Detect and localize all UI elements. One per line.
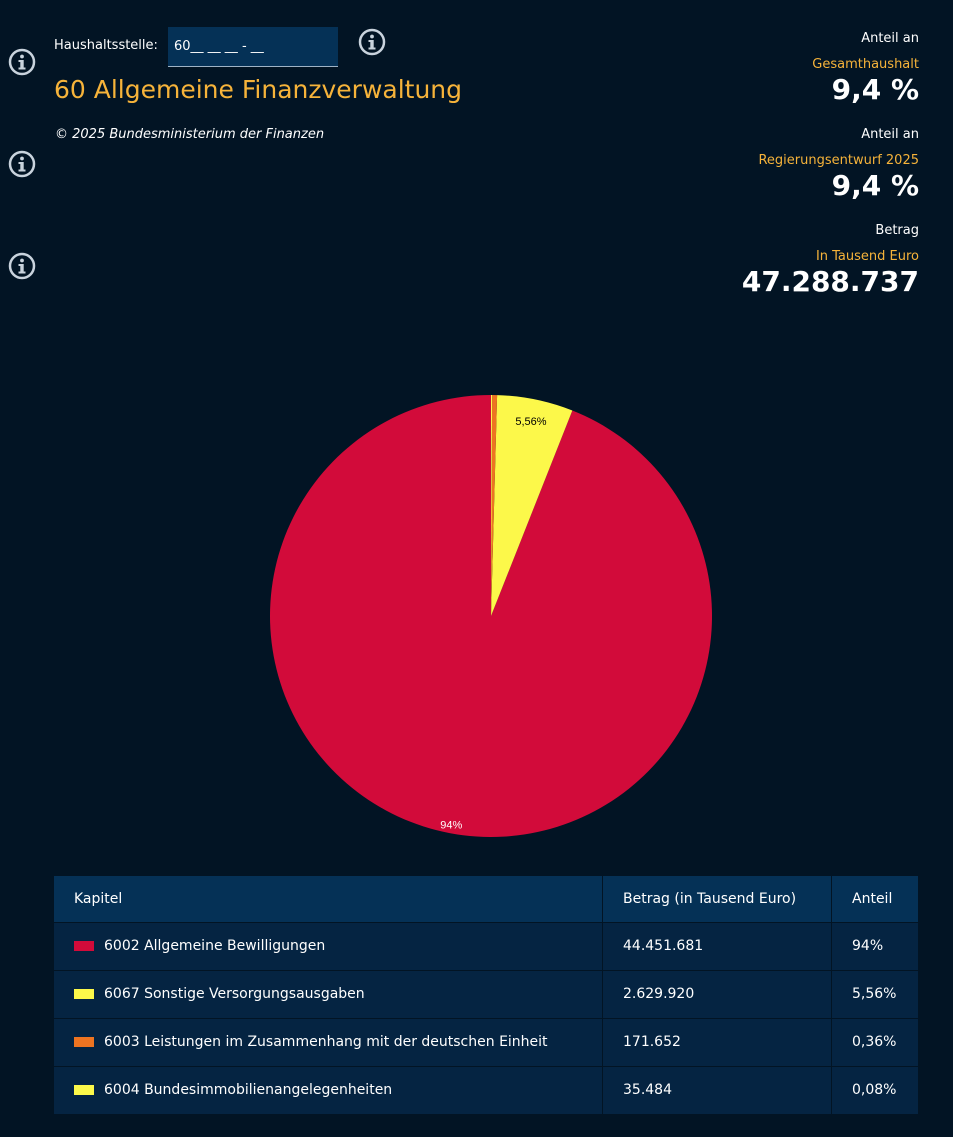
color-swatch <box>74 941 94 951</box>
stat-betrag: Betrag In Tausend Euro 47.288.737 <box>742 222 919 298</box>
stat-label: Anteil an <box>861 127 919 142</box>
table-row[interactable]: 6067 Sonstige Versorgungsausgaben 2.629.… <box>54 970 918 1018</box>
stat-sublabel: Regierungsentwurf 2025 <box>758 153 919 168</box>
page-title: 60 Allgemeine Finanzverwaltung <box>54 75 463 104</box>
betrag-cell: 2.629.920 <box>602 970 832 1018</box>
pie-slice[interactable] <box>491 395 493 616</box>
anteil-cell: 94% <box>831 922 918 970</box>
haushaltsstelle-input[interactable] <box>168 27 338 67</box>
copyright-text: © 2025 Bundesministerium der Finanzen <box>55 127 325 142</box>
column-header-betrag[interactable]: Betrag (in Tausend Euro) <box>602 876 832 922</box>
betrag-cell: 171.652 <box>602 1018 832 1066</box>
pie-slice[interactable] <box>491 395 573 616</box>
kapitel-cell: 6004 Bundesimmobilienangelegenheiten <box>54 1066 603 1114</box>
color-swatch <box>74 989 94 999</box>
pie-chart: 94% 5,56% <box>269 395 712 837</box>
table-row[interactable]: 6003 Leistungen im Zusammenhang mit der … <box>54 1018 918 1066</box>
haushaltsstelle-label: Haushaltsstelle: <box>54 38 158 53</box>
pie-data-label: 94% <box>440 819 462 831</box>
kapitel-label: 6002 Allgemeine Bewilligungen <box>104 938 326 954</box>
column-header-anteil[interactable]: Anteil <box>831 876 918 922</box>
anteil-cell: 0,36% <box>831 1018 918 1066</box>
anteil-cell: 0,08% <box>831 1066 918 1114</box>
info-icon[interactable] <box>8 150 36 178</box>
table-header-row: Kapitel Betrag (in Tausend Euro) Anteil <box>54 876 918 922</box>
stat-sublabel: In Tausend Euro <box>815 249 919 264</box>
stat-value: 47.288.737 <box>741 265 919 298</box>
color-swatch <box>74 1037 94 1047</box>
table-row[interactable]: 6004 Bundesimmobilienangelegenheiten 35.… <box>54 1066 918 1114</box>
stat-regierungsentwurf: Anteil an Regierungsentwurf 2025 9,4 % <box>758 126 919 202</box>
anteil-cell: 5,56% <box>831 970 918 1018</box>
kapitel-label: 6003 Leistungen im Zusammenhang mit der … <box>104 1034 548 1050</box>
pie-slice[interactable] <box>269 395 712 837</box>
kapitel-table: Kapitel Betrag (in Tausend Euro) Anteil … <box>54 876 918 1114</box>
stat-gesamthaushalt: Anteil an Gesamthaushalt 9,4 % <box>812 30 919 106</box>
betrag-cell: 44.451.681 <box>602 922 832 970</box>
stat-value: 9,4 % <box>831 169 919 202</box>
table-row[interactable]: 6002 Allgemeine Bewilligungen 44.451.681… <box>54 922 918 970</box>
pie-data-label: 5,56% <box>515 416 546 428</box>
kapitel-cell: 6003 Leistungen im Zusammenhang mit der … <box>54 1018 603 1066</box>
kapitel-cell: 6002 Allgemeine Bewilligungen <box>54 922 603 970</box>
info-icon[interactable] <box>8 252 36 280</box>
stat-label: Anteil an <box>861 31 919 46</box>
kapitel-label: 6004 Bundesimmobilienangelegenheiten <box>104 1082 393 1099</box>
kapitel-cell: 6067 Sonstige Versorgungsausgaben <box>54 970 603 1018</box>
column-header-kapitel[interactable]: Kapitel <box>74 890 123 907</box>
stat-value: 9,4 % <box>831 73 919 106</box>
color-swatch <box>74 1085 94 1096</box>
kapitel-label: 6067 Sonstige Versorgungsausgaben <box>104 986 365 1002</box>
stat-label: Betrag <box>875 223 919 238</box>
pie-slice[interactable] <box>491 395 498 616</box>
betrag-cell: 35.484 <box>602 1066 832 1114</box>
info-icon[interactable] <box>358 28 386 56</box>
info-icon[interactable] <box>8 48 36 76</box>
stat-sublabel: Gesamthaushalt <box>812 57 919 72</box>
